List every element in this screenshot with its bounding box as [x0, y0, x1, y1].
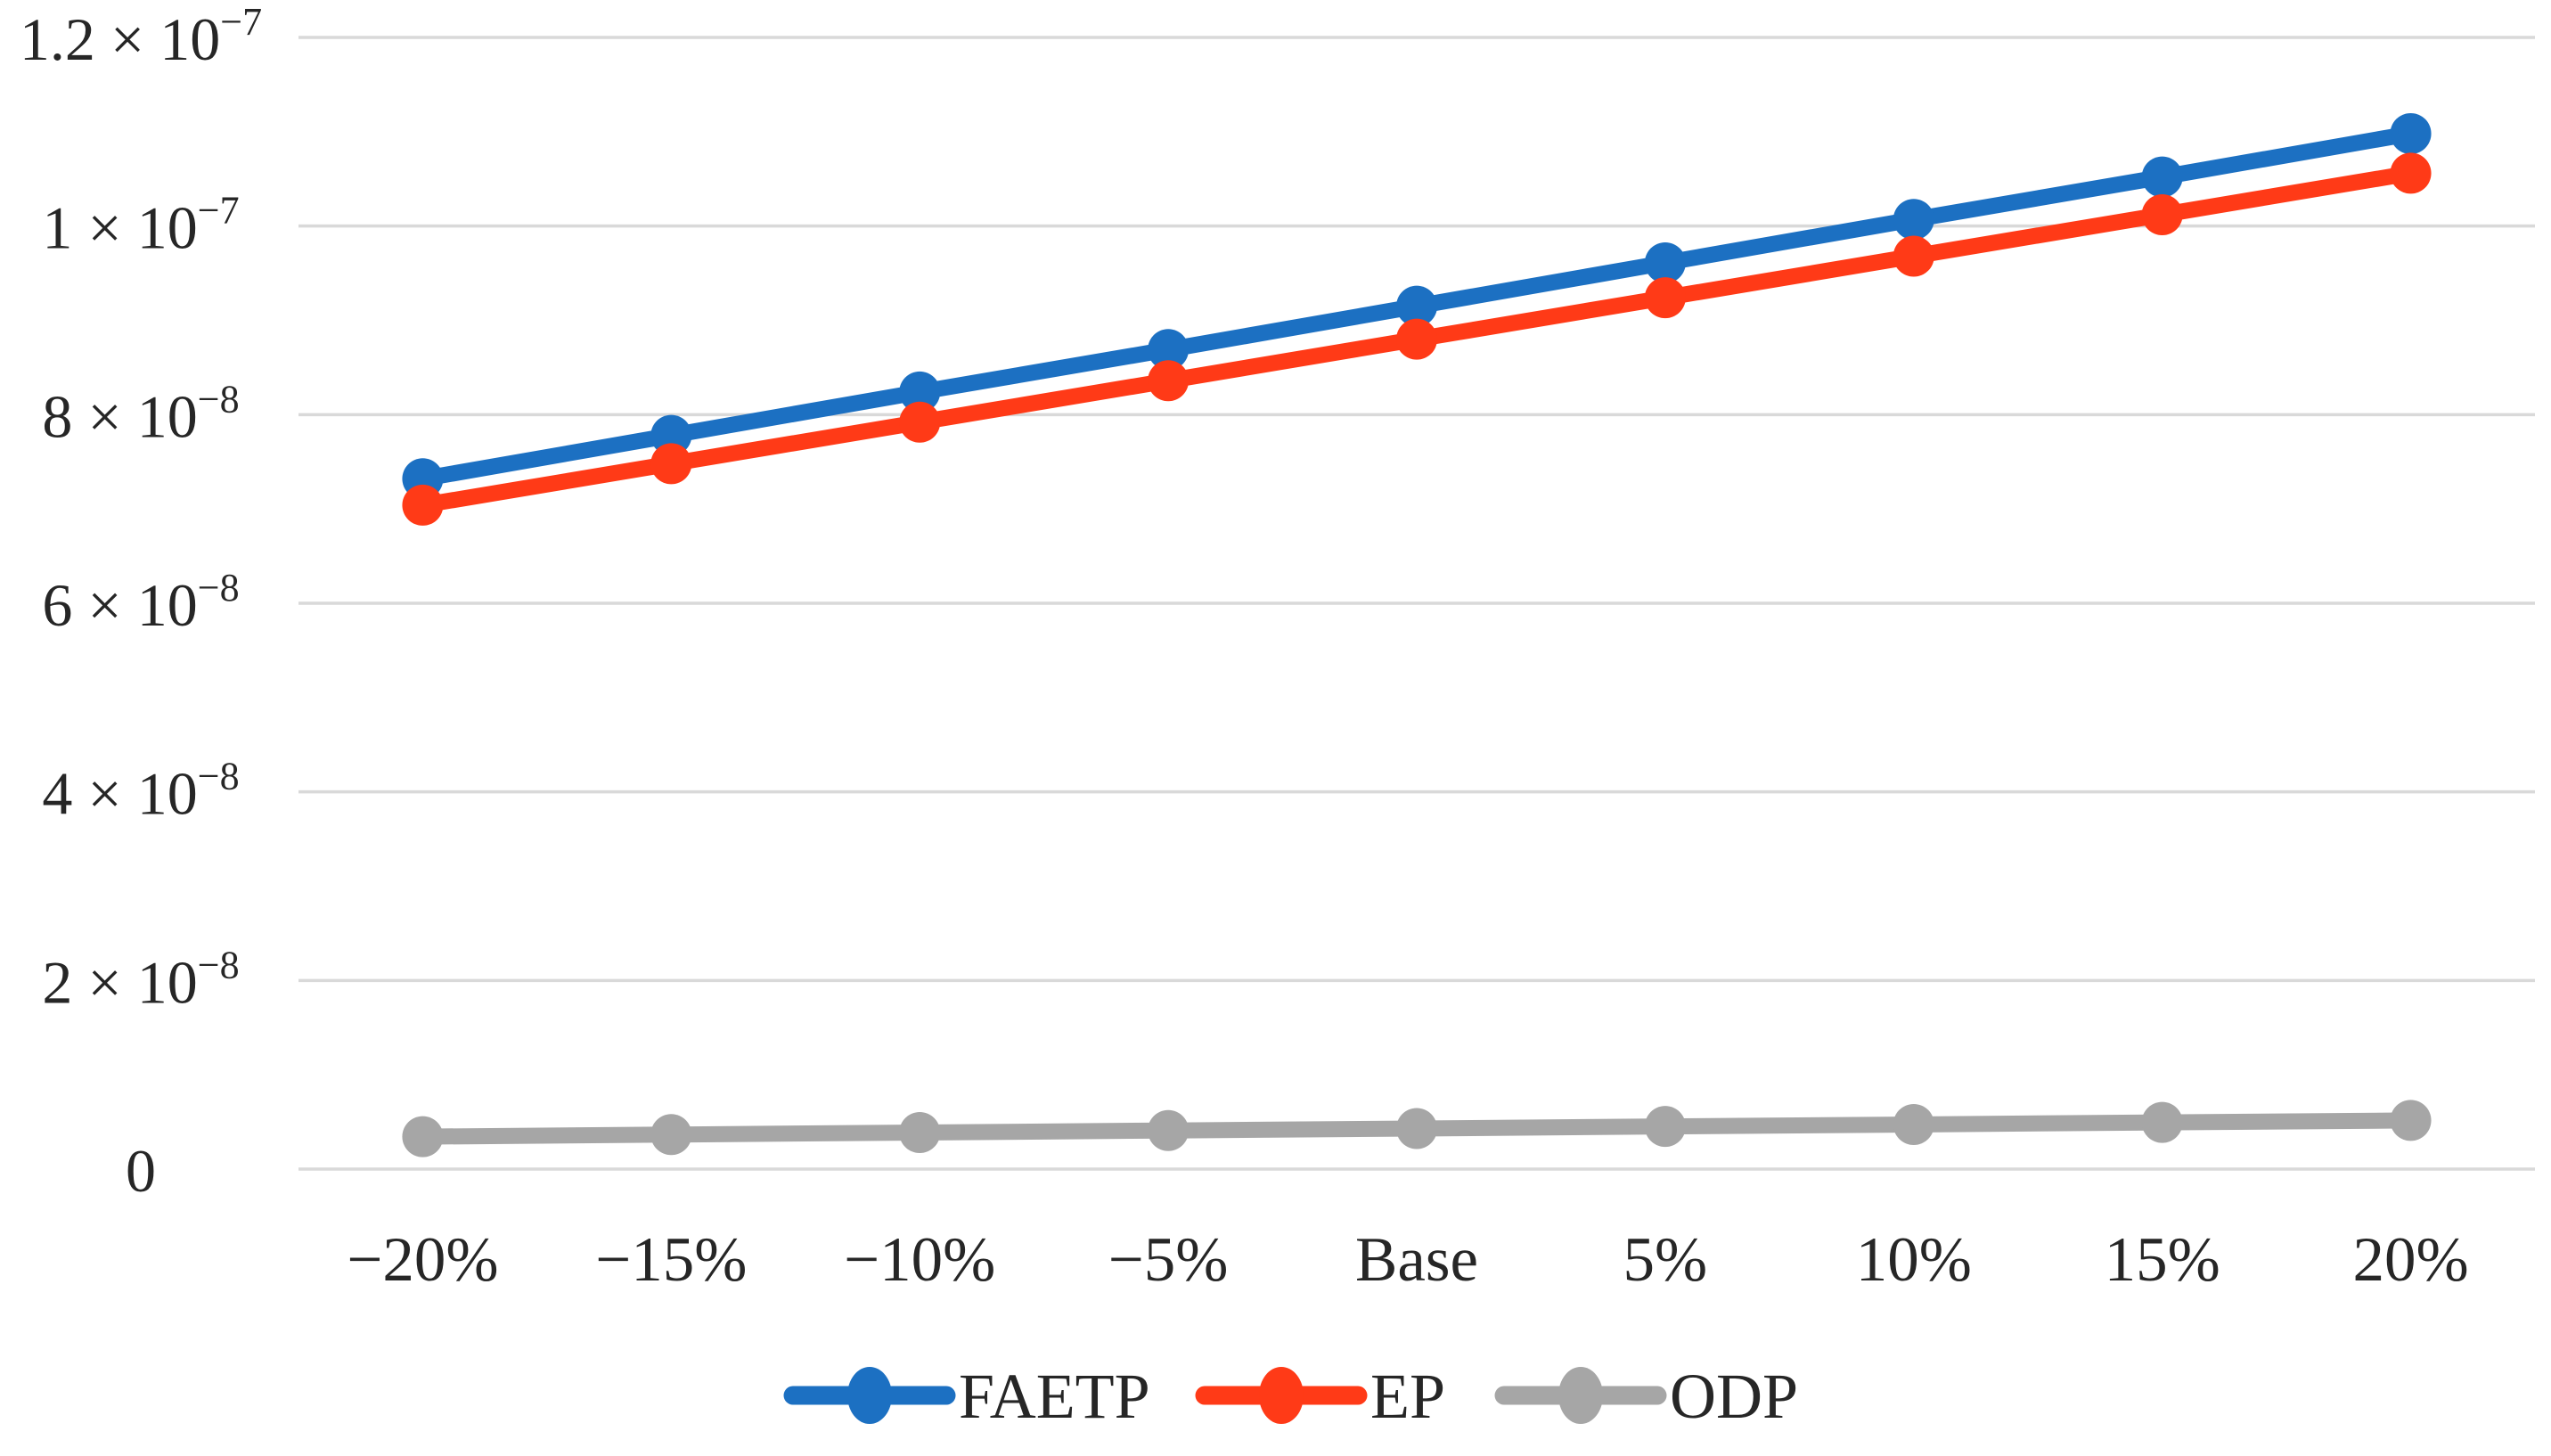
data-point-odp [402, 1116, 444, 1157]
x-axis-tick-label: 10% [1856, 1225, 1972, 1295]
data-point-faetp [2390, 112, 2432, 154]
data-point-odp [1893, 1103, 1934, 1145]
x-axis-tick-label: −5% [1108, 1225, 1229, 1295]
data-point-odp [1644, 1106, 1686, 1148]
data-point-faetp [1148, 329, 1190, 371]
y-axis-tick-label: 0 [126, 1137, 156, 1205]
data-point-faetp [1396, 285, 1437, 327]
data-point-ep [1893, 235, 1934, 277]
data-point-odp [2141, 1101, 2183, 1143]
data-point-faetp [1644, 241, 1686, 283]
data-point-ep [1396, 318, 1437, 360]
x-axis-tick-label: 15% [2105, 1225, 2220, 1295]
data-point-odp [899, 1112, 941, 1154]
y-axis-tick-label: 6 × 10−8 [42, 566, 239, 639]
data-point-faetp [899, 371, 941, 413]
y-axis-tick-label: 4 × 10−8 [42, 755, 239, 828]
data-point-ep [650, 443, 692, 485]
data-point-odp [1148, 1109, 1190, 1151]
data-point-ep [402, 484, 444, 526]
data-point-ep [899, 401, 941, 443]
x-axis-tick-label: −20% [347, 1225, 498, 1295]
data-point-odp [2390, 1100, 2432, 1141]
x-axis-tick-label: 5% [1623, 1225, 1708, 1295]
legend-swatch-dot-faetp [847, 1367, 892, 1424]
data-point-faetp [2141, 156, 2183, 198]
legend-label-faetp: FAETP [959, 1361, 1150, 1432]
x-axis-tick-label: −15% [595, 1225, 747, 1295]
legend-label-ep: EP [1370, 1361, 1445, 1432]
y-axis-tick-label: 1.2 × 10−7 [20, 0, 262, 73]
y-axis-tick-label: 8 × 10−8 [42, 377, 239, 450]
legend-swatch-dot-odp [1558, 1367, 1603, 1424]
legend-swatch-dot-ep [1259, 1367, 1304, 1424]
data-point-ep [1644, 277, 1686, 319]
y-axis-tick-label: 1 × 10−7 [42, 189, 239, 262]
data-point-ep [1148, 360, 1190, 402]
data-point-odp [650, 1114, 692, 1156]
x-axis-tick-label: Base [1355, 1225, 1478, 1295]
legend-label-odp: ODP [1670, 1361, 1798, 1432]
data-point-faetp [650, 414, 692, 456]
x-axis-tick-label: 20% [2352, 1225, 2468, 1295]
x-axis-tick-label: −10% [844, 1225, 995, 1295]
data-point-odp [1396, 1108, 1437, 1149]
data-point-ep [2141, 193, 2183, 235]
data-point-faetp [1893, 199, 1934, 241]
y-axis-tick-label: 2 × 10−8 [42, 943, 239, 1016]
data-point-ep [2390, 152, 2432, 194]
